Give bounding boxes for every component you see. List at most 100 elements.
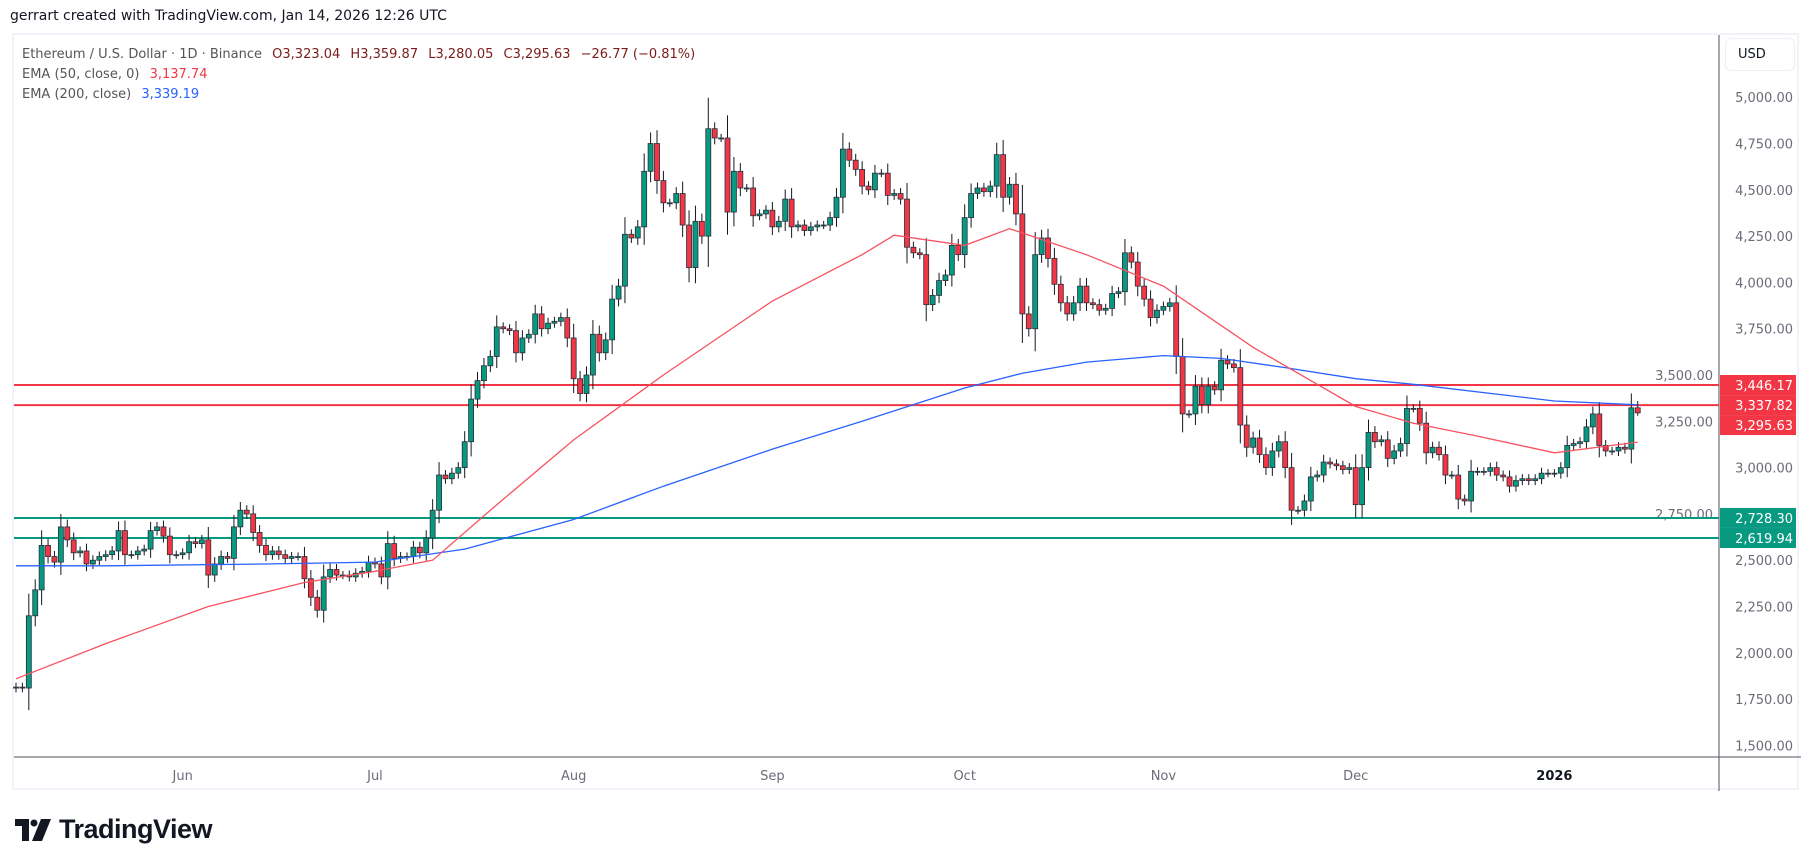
- candle[interactable]: [1160, 301, 1167, 316]
- candle[interactable]: [1480, 467, 1487, 476]
- candle[interactable]: [1243, 415, 1250, 457]
- currency-button[interactable]: USD: [1725, 38, 1795, 71]
- candle[interactable]: [1141, 278, 1148, 307]
- candle[interactable]: [179, 548, 186, 560]
- candle[interactable]: [1404, 395, 1410, 457]
- candle[interactable]: [827, 211, 833, 231]
- candle[interactable]: [731, 157, 737, 227]
- candle[interactable]: [455, 462, 462, 479]
- candle[interactable]: [545, 317, 551, 335]
- candle[interactable]: [513, 320, 519, 363]
- candle[interactable]: [1384, 431, 1391, 468]
- candle[interactable]: [1327, 457, 1333, 469]
- candle[interactable]: [481, 357, 487, 389]
- candle[interactable]: [654, 130, 660, 194]
- candle[interactable]: [397, 551, 404, 563]
- candle[interactable]: [295, 552, 301, 561]
- candle[interactable]: [32, 579, 39, 627]
- candle[interactable]: [1589, 406, 1596, 435]
- candle[interactable]: [1570, 439, 1577, 450]
- candle[interactable]: [1282, 431, 1289, 479]
- candle[interactable]: [1231, 358, 1237, 373]
- candle[interactable]: [692, 205, 699, 284]
- candle[interactable]: [948, 233, 955, 287]
- candle[interactable]: [83, 543, 90, 572]
- candle[interactable]: [231, 514, 237, 571]
- candle[interactable]: [698, 213, 705, 244]
- candle[interactable]: [974, 182, 981, 199]
- candle[interactable]: [551, 316, 558, 328]
- candle[interactable]: [859, 161, 866, 195]
- candle[interactable]: [1609, 446, 1615, 456]
- candle[interactable]: [1064, 295, 1071, 321]
- candle[interactable]: [442, 470, 449, 484]
- candle[interactable]: [724, 115, 731, 235]
- candle[interactable]: [19, 682, 26, 693]
- candle[interactable]: [865, 181, 872, 195]
- symbol-legend-row[interactable]: Ethereum / U.S. Dollar · 1D · Binance O3…: [22, 45, 701, 65]
- candle[interactable]: [955, 239, 962, 262]
- candle[interactable]: [1416, 400, 1423, 431]
- candle[interactable]: [327, 563, 333, 583]
- candle[interactable]: [1634, 400, 1641, 416]
- candle[interactable]: [1083, 277, 1090, 312]
- candle[interactable]: [391, 535, 398, 567]
- candle[interactable]: [1333, 459, 1340, 471]
- candle[interactable]: [1051, 247, 1058, 295]
- candle[interactable]: [1301, 494, 1308, 517]
- candle[interactable]: [718, 133, 724, 143]
- candle[interactable]: [737, 163, 744, 197]
- candle[interactable]: [493, 315, 500, 368]
- candle[interactable]: [942, 269, 949, 287]
- candle[interactable]: [1314, 470, 1321, 482]
- candle[interactable]: [968, 183, 974, 228]
- candle[interactable]: [192, 537, 199, 549]
- candle[interactable]: [307, 570, 314, 606]
- candle[interactable]: [1557, 462, 1564, 479]
- candle[interactable]: [1365, 419, 1372, 481]
- candle[interactable]: [211, 557, 218, 582]
- candle[interactable]: [320, 564, 327, 623]
- candle[interactable]: [250, 505, 257, 542]
- candle[interactable]: [660, 170, 667, 213]
- candle[interactable]: [461, 431, 468, 479]
- candle[interactable]: [1307, 466, 1314, 512]
- candle[interactable]: [256, 525, 263, 553]
- candle[interactable]: [1224, 355, 1231, 369]
- candle[interactable]: [590, 320, 596, 390]
- candle[interactable]: [198, 534, 205, 549]
- candle[interactable]: [263, 539, 269, 562]
- candle[interactable]: [404, 552, 410, 561]
- candle[interactable]: [904, 182, 910, 264]
- candle[interactable]: [64, 519, 71, 548]
- candle[interactable]: [1198, 377, 1205, 414]
- candle[interactable]: [897, 188, 904, 205]
- candle[interactable]: [1564, 435, 1571, 478]
- candle[interactable]: [1128, 246, 1135, 269]
- candle[interactable]: [1205, 377, 1212, 414]
- candle[interactable]: [1448, 470, 1455, 480]
- candle[interactable]: [166, 527, 173, 564]
- candle[interactable]: [788, 188, 795, 238]
- candle[interactable]: [1006, 176, 1013, 205]
- candle[interactable]: [1269, 442, 1276, 476]
- candle[interactable]: [839, 132, 846, 214]
- candle[interactable]: [525, 329, 532, 343]
- ema50-legend-row[interactable]: EMA (50, close, 0) 3,137.74: [22, 65, 701, 85]
- candle[interactable]: [1423, 411, 1430, 465]
- candle[interactable]: [961, 204, 968, 268]
- candle[interactable]: [1077, 277, 1083, 312]
- candle[interactable]: [160, 520, 167, 543]
- candle[interactable]: [1263, 447, 1269, 475]
- candle[interactable]: [1115, 287, 1122, 299]
- candle[interactable]: [807, 221, 814, 236]
- candle[interactable]: [583, 366, 590, 403]
- candle[interactable]: [1468, 459, 1474, 513]
- candle[interactable]: [1237, 349, 1244, 444]
- candle[interactable]: [1154, 304, 1160, 324]
- candle[interactable]: [1038, 229, 1045, 263]
- candle[interactable]: [1256, 429, 1263, 463]
- candle[interactable]: [1352, 454, 1359, 519]
- candle[interactable]: [775, 215, 782, 233]
- candle[interactable]: [987, 180, 994, 198]
